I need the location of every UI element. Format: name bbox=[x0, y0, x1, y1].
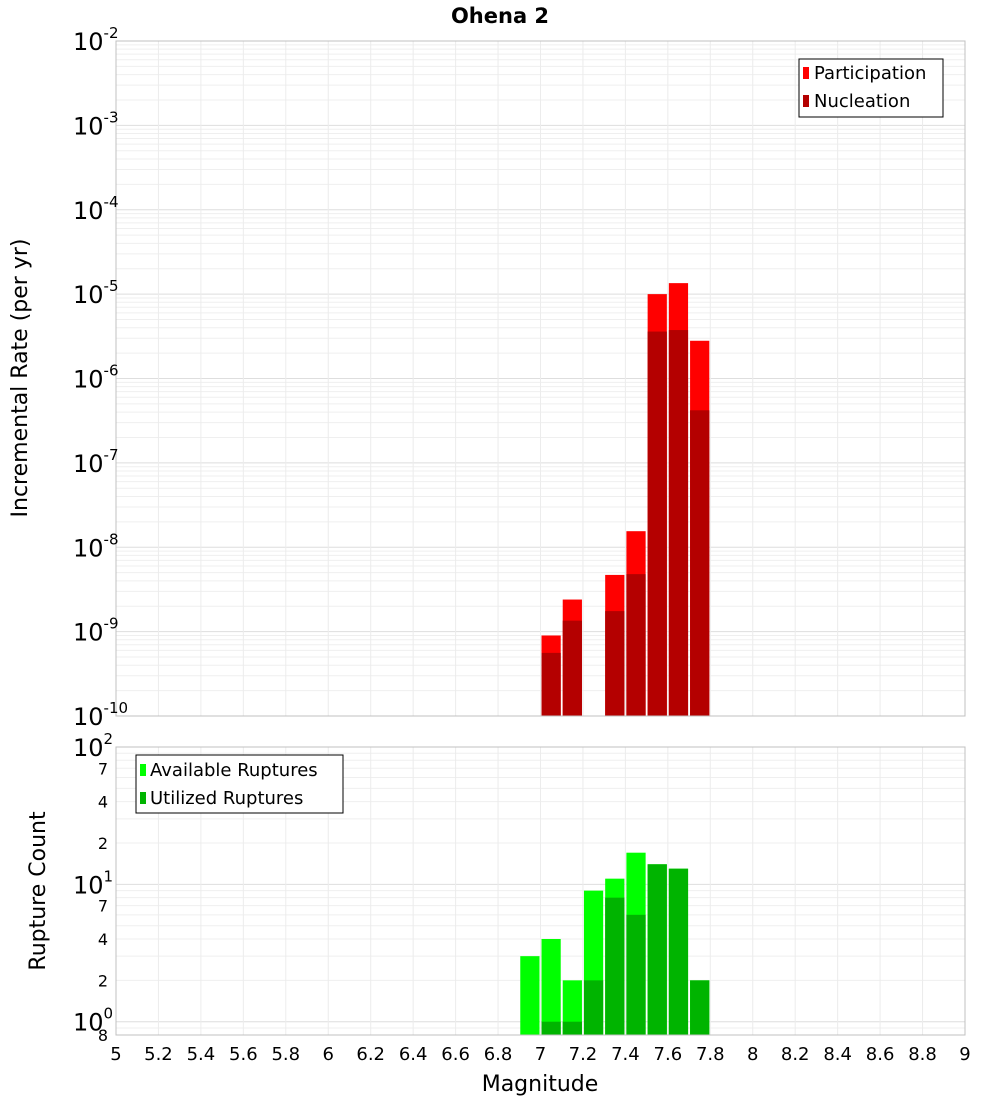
utilized-ruptures-bar bbox=[605, 897, 625, 1035]
x-tick-label: 7.4 bbox=[611, 1044, 640, 1065]
utilized-legend-label: Utilized Ruptures bbox=[150, 788, 303, 809]
x-tick-label: 6.8 bbox=[484, 1044, 513, 1065]
rate-y-tick-label: 10-5 bbox=[73, 277, 119, 309]
rate-y-tick-label: 10-8 bbox=[73, 530, 119, 562]
rate-y-tick-label: 10-7 bbox=[73, 446, 119, 478]
count-y-axis-label: Rupture Count bbox=[26, 811, 51, 971]
rate-y-axis-label: Incremental Rate (per yr) bbox=[8, 239, 33, 518]
rate-plot-frame bbox=[115, 40, 966, 717]
rate-y-tick-label: 10-10 bbox=[73, 699, 128, 731]
nucleation-bar bbox=[626, 574, 646, 716]
x-tick-label: 6.2 bbox=[356, 1044, 385, 1065]
count-plot-frame bbox=[115, 746, 966, 1036]
x-tick-label: 5.4 bbox=[187, 1044, 216, 1065]
x-tick-label: 8.2 bbox=[781, 1044, 810, 1065]
x-tick-label: 5.8 bbox=[271, 1044, 300, 1065]
x-axis-label: Magnitude bbox=[482, 1072, 599, 1097]
x-tick-label: 5.6 bbox=[229, 1044, 258, 1065]
available-legend-swatch bbox=[140, 764, 146, 776]
x-axis-tick-labels: 5 5.2 5.4 5.6 5.8 6 6.2 6.4 6.6 6.8 7 7.2 7.4 7.6 7.8 8… bbox=[110, 1044, 970, 1065]
nucleation-bar bbox=[605, 611, 625, 716]
count-y-tick-label: 100 bbox=[73, 1005, 113, 1037]
x-tick-label: 7.8 bbox=[696, 1044, 725, 1065]
rate-panel: 10-2 10-3 10-4 10-5 10-6 10-7 10-8 10-9 10-10 In… bbox=[8, 24, 966, 731]
count-legend: Available Ruptures Utilized Ruptures bbox=[135, 754, 344, 814]
utilized-legend-swatch bbox=[140, 792, 146, 804]
nucleation-bar bbox=[690, 410, 710, 716]
count-y-tick-label: 8 bbox=[98, 1026, 108, 1045]
count-y-tick-label: 2 bbox=[98, 971, 108, 990]
x-tick-label: 8.8 bbox=[908, 1044, 937, 1065]
rate-legend: Participation Nucleation bbox=[798, 58, 944, 118]
x-tick-label: 7.6 bbox=[654, 1044, 683, 1065]
count-legend-box bbox=[135, 754, 344, 814]
utilized-ruptures-bar bbox=[668, 868, 689, 1035]
count-bars bbox=[520, 852, 710, 1035]
participation-legend-swatch bbox=[803, 67, 809, 79]
utilized-ruptures-bar bbox=[562, 1021, 582, 1035]
x-tick-label: 7 bbox=[535, 1044, 546, 1065]
nucleation-bar bbox=[562, 620, 582, 716]
rate-y-tick-label: 10-6 bbox=[73, 362, 119, 394]
rate-legend-box bbox=[798, 58, 944, 118]
x-tick-label: 8 bbox=[747, 1044, 758, 1065]
count-y-tick-label: 2 bbox=[98, 834, 108, 853]
rate-y-tick-label: 10-2 bbox=[73, 24, 119, 56]
x-tick-label: 7.2 bbox=[569, 1044, 598, 1065]
x-tick-label: 9 bbox=[959, 1044, 970, 1065]
participation-legend-label: Participation bbox=[814, 63, 926, 84]
available-ruptures-bar bbox=[541, 939, 561, 1035]
utilized-ruptures-bar bbox=[583, 980, 604, 1035]
count-y-tick-label: 4 bbox=[98, 793, 108, 812]
utilized-ruptures-bar bbox=[541, 1021, 561, 1035]
rate-y-tick-label: 10-4 bbox=[73, 193, 119, 225]
rate-y-tick-label: 10-3 bbox=[73, 108, 119, 140]
x-tick-label: 6 bbox=[323, 1044, 334, 1065]
count-y-tick-label: 7 bbox=[98, 897, 108, 916]
rate-y-tick-labels: 10-2 10-3 10-4 10-5 10-6 10-7 10-8 10-9 10-10 bbox=[73, 24, 128, 731]
x-tick-label: 8.6 bbox=[866, 1044, 895, 1065]
chart-title: Ohena 2 bbox=[451, 4, 549, 28]
available-legend-label: Available Ruptures bbox=[150, 760, 318, 781]
x-tick-label: 5.2 bbox=[144, 1044, 173, 1065]
utilized-ruptures-bar bbox=[690, 980, 710, 1035]
rate-gridlines bbox=[115, 41, 966, 717]
count-y-tick-label: 102 bbox=[73, 730, 113, 762]
available-ruptures-bar bbox=[520, 956, 540, 1035]
count-y-tick-label: 4 bbox=[98, 930, 108, 949]
nucleation-bar bbox=[541, 652, 561, 716]
count-y-tick-label: 7 bbox=[98, 759, 108, 778]
x-tick-label: 5 bbox=[110, 1044, 121, 1065]
utilized-ruptures-bar bbox=[647, 864, 667, 1035]
x-tick-label: 8.4 bbox=[823, 1044, 852, 1065]
nucleation-legend-label: Nucleation bbox=[814, 91, 910, 112]
rate-y-tick-label: 10-9 bbox=[73, 615, 119, 647]
nucleation-legend-swatch bbox=[803, 95, 809, 107]
rate-bars bbox=[541, 283, 710, 716]
nucleation-bar bbox=[668, 330, 689, 716]
utilized-ruptures-bar bbox=[626, 914, 646, 1035]
count-y-tick-label: 101 bbox=[73, 867, 113, 899]
nucleation-bar bbox=[647, 331, 667, 716]
x-tick-label: 6.6 bbox=[441, 1044, 470, 1065]
available-ruptures-bar bbox=[562, 980, 582, 1035]
x-tick-label: 6.4 bbox=[399, 1044, 428, 1065]
